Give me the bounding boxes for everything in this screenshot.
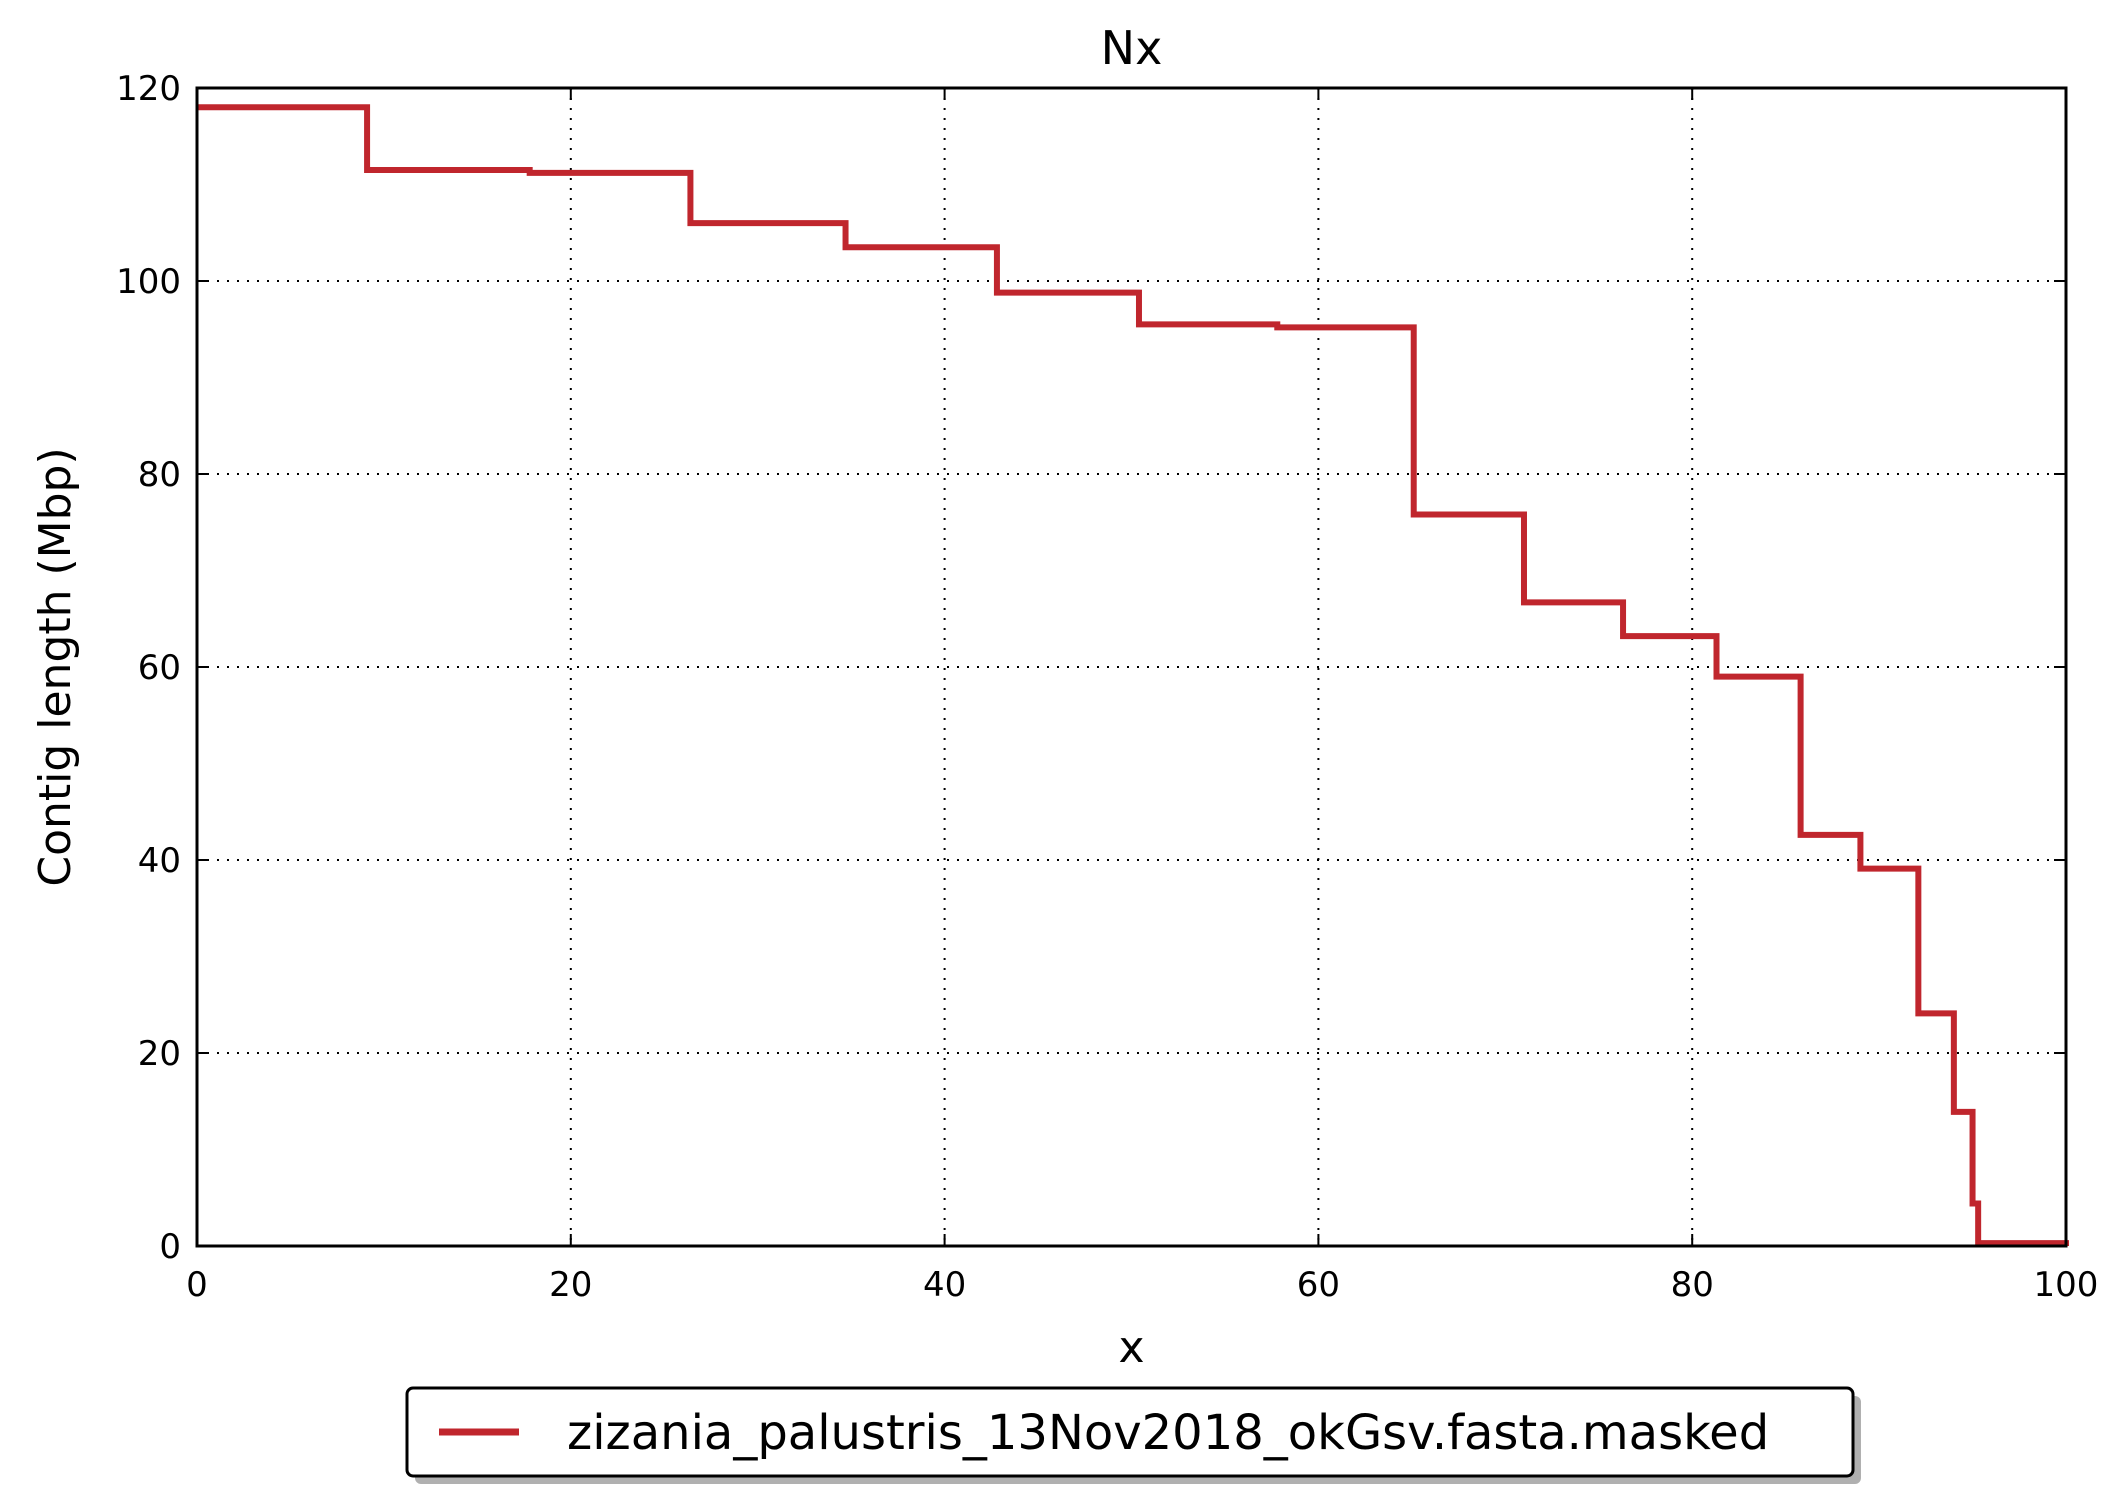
y-tick-label: 40 [138,841,181,881]
x-tick-label: 20 [549,1265,592,1305]
legend-box [405,1386,1855,1478]
y-tick-label: 120 [116,69,181,109]
y-tick-label: 20 [138,1034,181,1074]
x-tick-label: 40 [923,1265,966,1305]
legend-label: zizania_palustris_13Nov2018_okGsv.fasta.… [567,1405,1769,1461]
y-tick-label: 0 [159,1227,181,1267]
grid-lines [197,88,2066,1246]
x-tick-label: 80 [1671,1265,1714,1305]
x-tick-label: 0 [186,1265,208,1305]
legend: zizania_palustris_13Nov2018_okGsv.fasta.… [405,1386,1861,1484]
chart-title: Nx [1101,21,1163,75]
series-layer [197,104,2069,1247]
y-tick-label: 100 [116,262,181,302]
x-tick-label: 100 [2034,1265,2099,1305]
y-tick-label: 60 [138,648,181,688]
x-tick-label: 60 [1297,1265,1340,1305]
axis-ticks: 0 20 40 60 80 100 0 20 40 60 80 100 120 [116,69,2098,1305]
x-axis-label: x [1118,1322,1144,1373]
series-line [197,104,2069,1247]
y-axis-label: Contig length (Mbp) [30,447,81,886]
y-tick-label: 80 [138,455,181,495]
